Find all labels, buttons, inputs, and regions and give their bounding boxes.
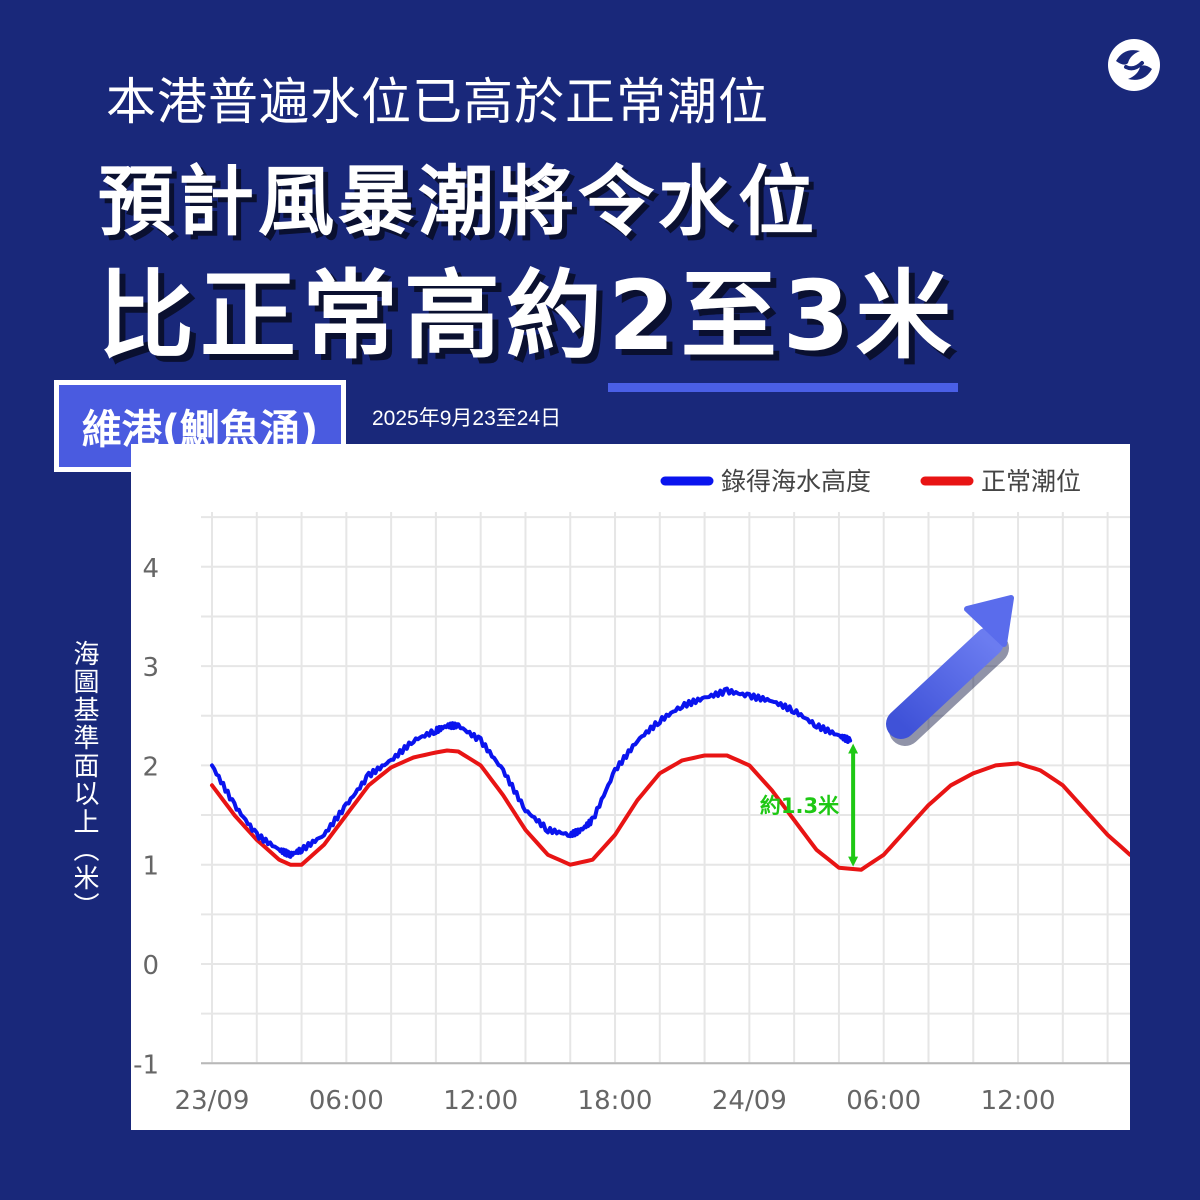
chart-series	[210, 686, 1132, 872]
headline-line1: 預計風暴潮將令水位	[98, 157, 818, 246]
headline-line2-highlight: 2至3米	[608, 238, 958, 392]
y-axis-ticks: -1 0 1 2 3 4	[133, 554, 159, 1081]
tide-chart: -1 0 1 2 3 4 23/09 06:00 12:00 18:00 24/09 06:00 12…	[131, 467, 1132, 1116]
x-tick-label: 06:00	[309, 1086, 384, 1116]
series-normal-line	[210, 748, 1132, 872]
x-tick-label: 12:00	[443, 1086, 518, 1116]
chart-annotation: 約1.3米	[760, 743, 859, 867]
legend-label-normal: 正常潮位	[981, 467, 1081, 496]
x-tick-label: 12:00	[981, 1086, 1056, 1116]
y-tick-label: 0	[142, 951, 159, 981]
government-logo-icon	[1108, 39, 1160, 91]
subtitle: 本港普遍水位已高於正常潮位	[106, 73, 769, 131]
plot-area	[131, 512, 1130, 1064]
y-tick-label: 4	[142, 554, 159, 584]
chart-grid	[131, 512, 1130, 1065]
headline-line2-prefix: 比正常高約	[98, 260, 608, 372]
y-axis-label: 海圖基準面以上（米）	[69, 640, 99, 920]
y-tick-label: -1	[133, 1050, 159, 1080]
x-axis-ticks: 23/09 06:00 12:00 18:00 24/09 06:00 12:00	[175, 1086, 1056, 1116]
x-tick-label: 06:00	[846, 1086, 921, 1116]
chart-legend: 錄得海水高度 正常潮位	[660, 467, 1081, 496]
x-tick-label: 23/09	[175, 1086, 250, 1116]
chart-panel: -1 0 1 2 3 4 23/09 06:00 12:00 18:00 24/09 06:00 12…	[131, 444, 1132, 1130]
trend-arrow-icon	[886, 595, 1014, 746]
x-tick-label: 18:00	[578, 1086, 653, 1116]
date-range: 2025年9月23至24日	[372, 407, 562, 430]
legend-label-recorded: 錄得海水高度	[721, 467, 871, 496]
y-tick-label: 2	[142, 752, 159, 782]
y-tick-label: 1	[142, 852, 159, 882]
headline-line2: 比正常高約2至3米	[98, 238, 958, 392]
x-tick-label: 24/09	[712, 1086, 787, 1116]
series-recorded-line	[210, 686, 853, 859]
y-tick-label: 3	[142, 653, 159, 683]
annotation-label: 約1.3米	[760, 794, 840, 818]
